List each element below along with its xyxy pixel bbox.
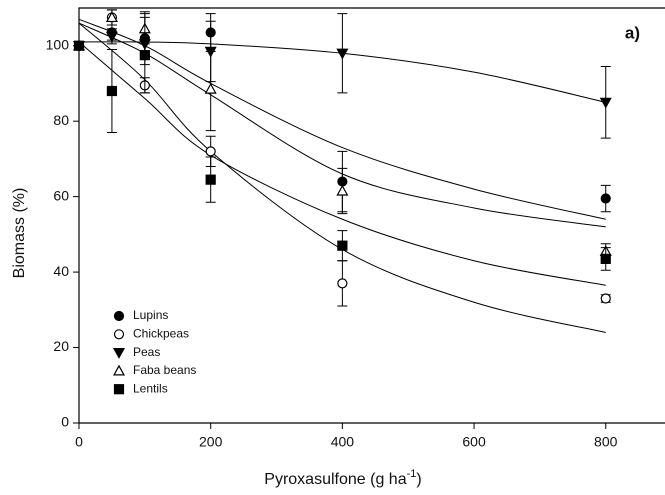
x-tick-label: 400 xyxy=(331,434,355,450)
x-axis-label: Pyroxasulfone (g ha-1) xyxy=(264,468,421,488)
y-tick-label: 40 xyxy=(53,263,69,279)
legend-label: Chickpeas xyxy=(133,326,189,340)
data-point xyxy=(337,278,348,289)
data-point xyxy=(106,85,118,97)
x-axis-label-sup: -1 xyxy=(407,468,417,480)
data-point xyxy=(600,293,611,304)
legend-label: Lentils xyxy=(133,381,168,395)
x-axis-label-end: ) xyxy=(416,471,421,488)
data-point xyxy=(73,40,85,51)
y-tick-label: 60 xyxy=(53,187,69,203)
data-point xyxy=(105,31,118,43)
data-point xyxy=(337,240,348,251)
y-tick-label: 80 xyxy=(53,112,69,128)
data-point xyxy=(139,50,150,61)
legend-label: Lupins xyxy=(133,308,168,322)
legend-marker xyxy=(112,348,126,359)
y-tick-label: 0 xyxy=(61,414,69,430)
data-point xyxy=(105,11,118,23)
data-point xyxy=(205,146,216,157)
x-tick-label: 600 xyxy=(462,434,486,450)
x-axis-label-text: Pyroxasulfone (g ha xyxy=(264,471,406,488)
legend-marker xyxy=(113,310,125,322)
data-point xyxy=(204,82,217,94)
data-point xyxy=(600,193,611,204)
x-tick-label: 0 xyxy=(75,434,83,450)
axes xyxy=(78,7,665,424)
y-tick-label: 100 xyxy=(46,36,70,52)
legend-marker xyxy=(112,364,126,376)
legend-marker xyxy=(113,329,125,340)
legend-label: Peas xyxy=(133,345,160,359)
y-axis-label: Biomass (%) xyxy=(11,188,28,279)
panel-label: a) xyxy=(625,23,640,42)
legend-marker xyxy=(113,384,125,395)
data-point xyxy=(205,174,216,185)
y-tick-label: 20 xyxy=(53,338,69,354)
data-point xyxy=(336,48,349,60)
legend-label: Faba beans xyxy=(133,363,196,377)
x-tick-label: 200 xyxy=(199,434,223,450)
fit-curve xyxy=(78,41,606,286)
data-point xyxy=(599,97,612,109)
data-point xyxy=(600,253,611,264)
data-point xyxy=(336,184,349,196)
x-tick-label: 800 xyxy=(594,434,618,450)
